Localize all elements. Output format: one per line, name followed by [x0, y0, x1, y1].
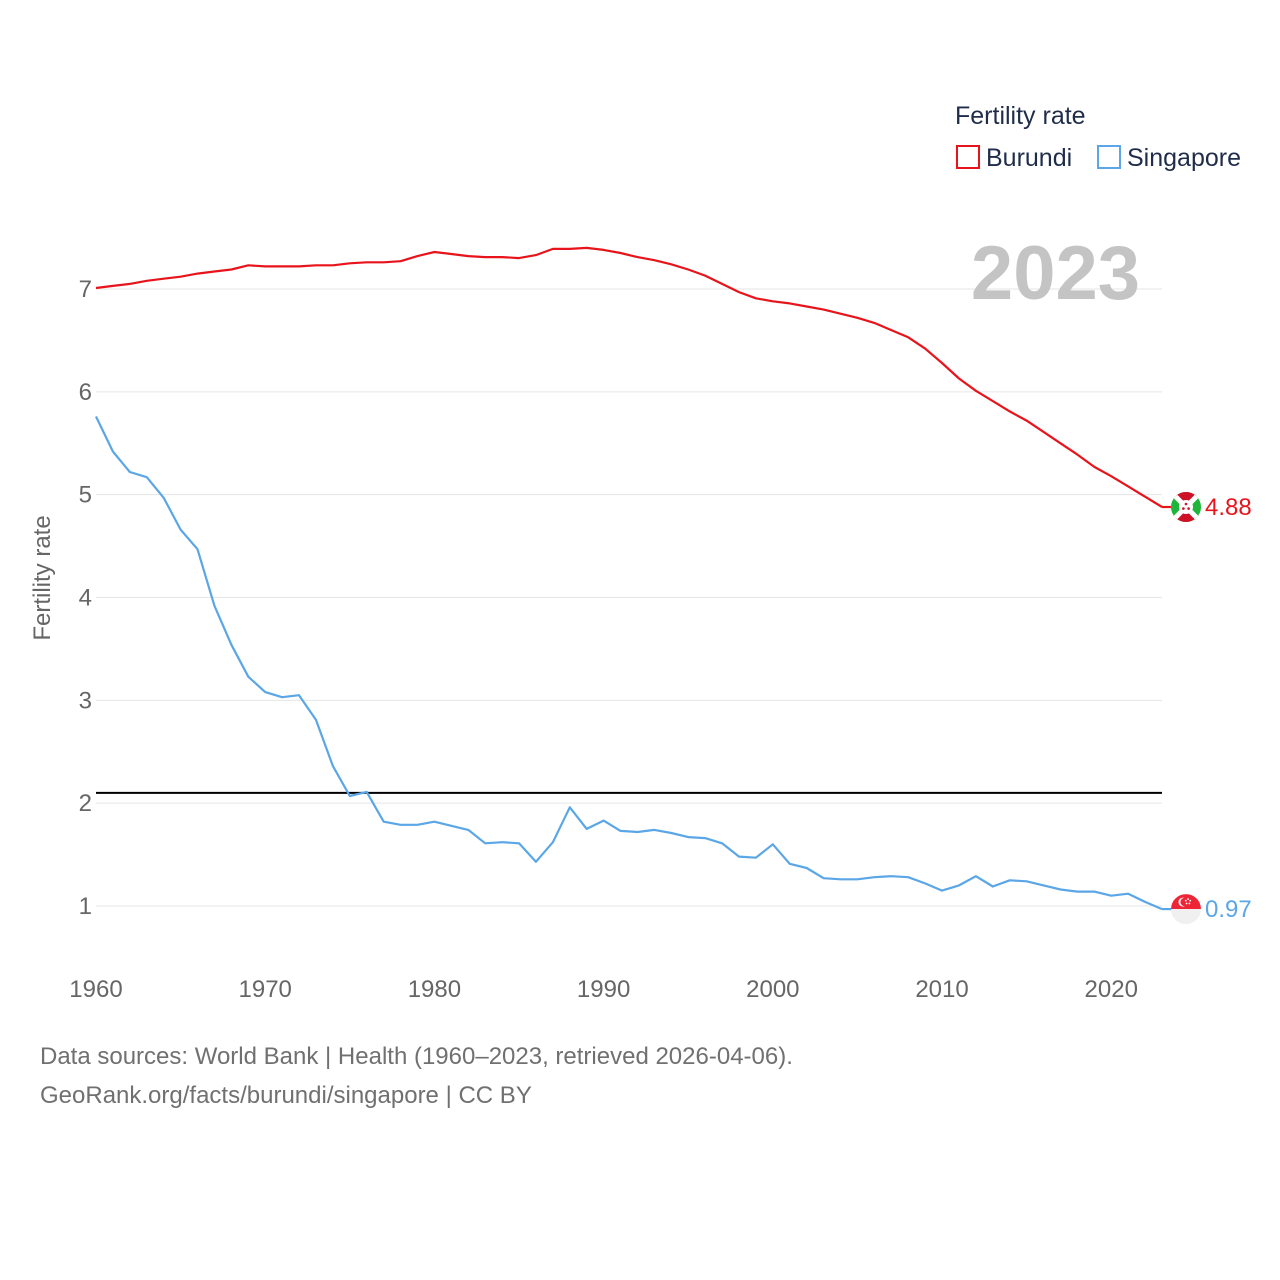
singapore-flag-icon — [1171, 894, 1201, 925]
x-tick-label-2020: 2020 — [1085, 976, 1138, 1003]
legend-label-burundi: Burundi — [986, 144, 1072, 172]
legend-title: Fertility rate — [955, 102, 1086, 130]
legend-item-singapore[interactable]: Singapore — [1097, 144, 1241, 172]
y-tick-label-5: 5 — [79, 482, 92, 509]
x-tick-label-1980: 1980 — [408, 976, 461, 1003]
legend-label-singapore: Singapore — [1127, 144, 1241, 172]
year-watermark: 2023 — [971, 231, 1140, 316]
data-source-note: Data sources: World Bank | Health (1960–… — [40, 1043, 793, 1070]
y-axis-title: Fertility rate — [29, 515, 56, 640]
y-tick-label-4: 4 — [79, 585, 92, 612]
y-tick-label-7: 7 — [79, 276, 92, 303]
y-tick-label-3: 3 — [79, 687, 92, 714]
legend-item-burundi[interactable]: Burundi — [956, 144, 1072, 172]
series-line-singapore — [95, 416, 1163, 911]
x-tick-label-1990: 1990 — [577, 976, 630, 1003]
y-tick-label-6: 6 — [79, 379, 92, 406]
burundi-end-value: 4.88 — [1205, 494, 1252, 521]
y-tick-label-1: 1 — [79, 893, 92, 920]
source-url-license: GeoRank.org/facts/burundi/singapore | CC… — [40, 1082, 532, 1109]
singapore-end-value: 0.97 — [1205, 896, 1252, 923]
x-tick-label-2010: 2010 — [915, 976, 968, 1003]
y-tick-label-2: 2 — [79, 790, 92, 817]
fertility-rate-chart: 1 2 3 4 5 6 7 1960 1970 1980 1990 2000 2010 2020 Fer… — [29, 102, 1252, 1003]
gridlines — [96, 288, 1162, 907]
x-tick-label-2000: 2000 — [746, 976, 799, 1003]
series-line-burundi — [95, 246, 1163, 508]
series-lines — [95, 246, 1172, 911]
x-axis-ticks: 1960 1970 1980 1990 2000 2010 2020 — [69, 976, 1138, 1003]
y-axis-ticks: 1 2 3 4 5 6 7 — [79, 276, 92, 920]
x-tick-label-1960: 1960 — [69, 976, 122, 1003]
x-tick-label-1970: 1970 — [239, 976, 292, 1003]
legend-swatch-singapore — [1097, 145, 1121, 169]
burundi-flag-icon — [1171, 492, 1201, 523]
legend-swatch-burundi — [956, 145, 980, 169]
